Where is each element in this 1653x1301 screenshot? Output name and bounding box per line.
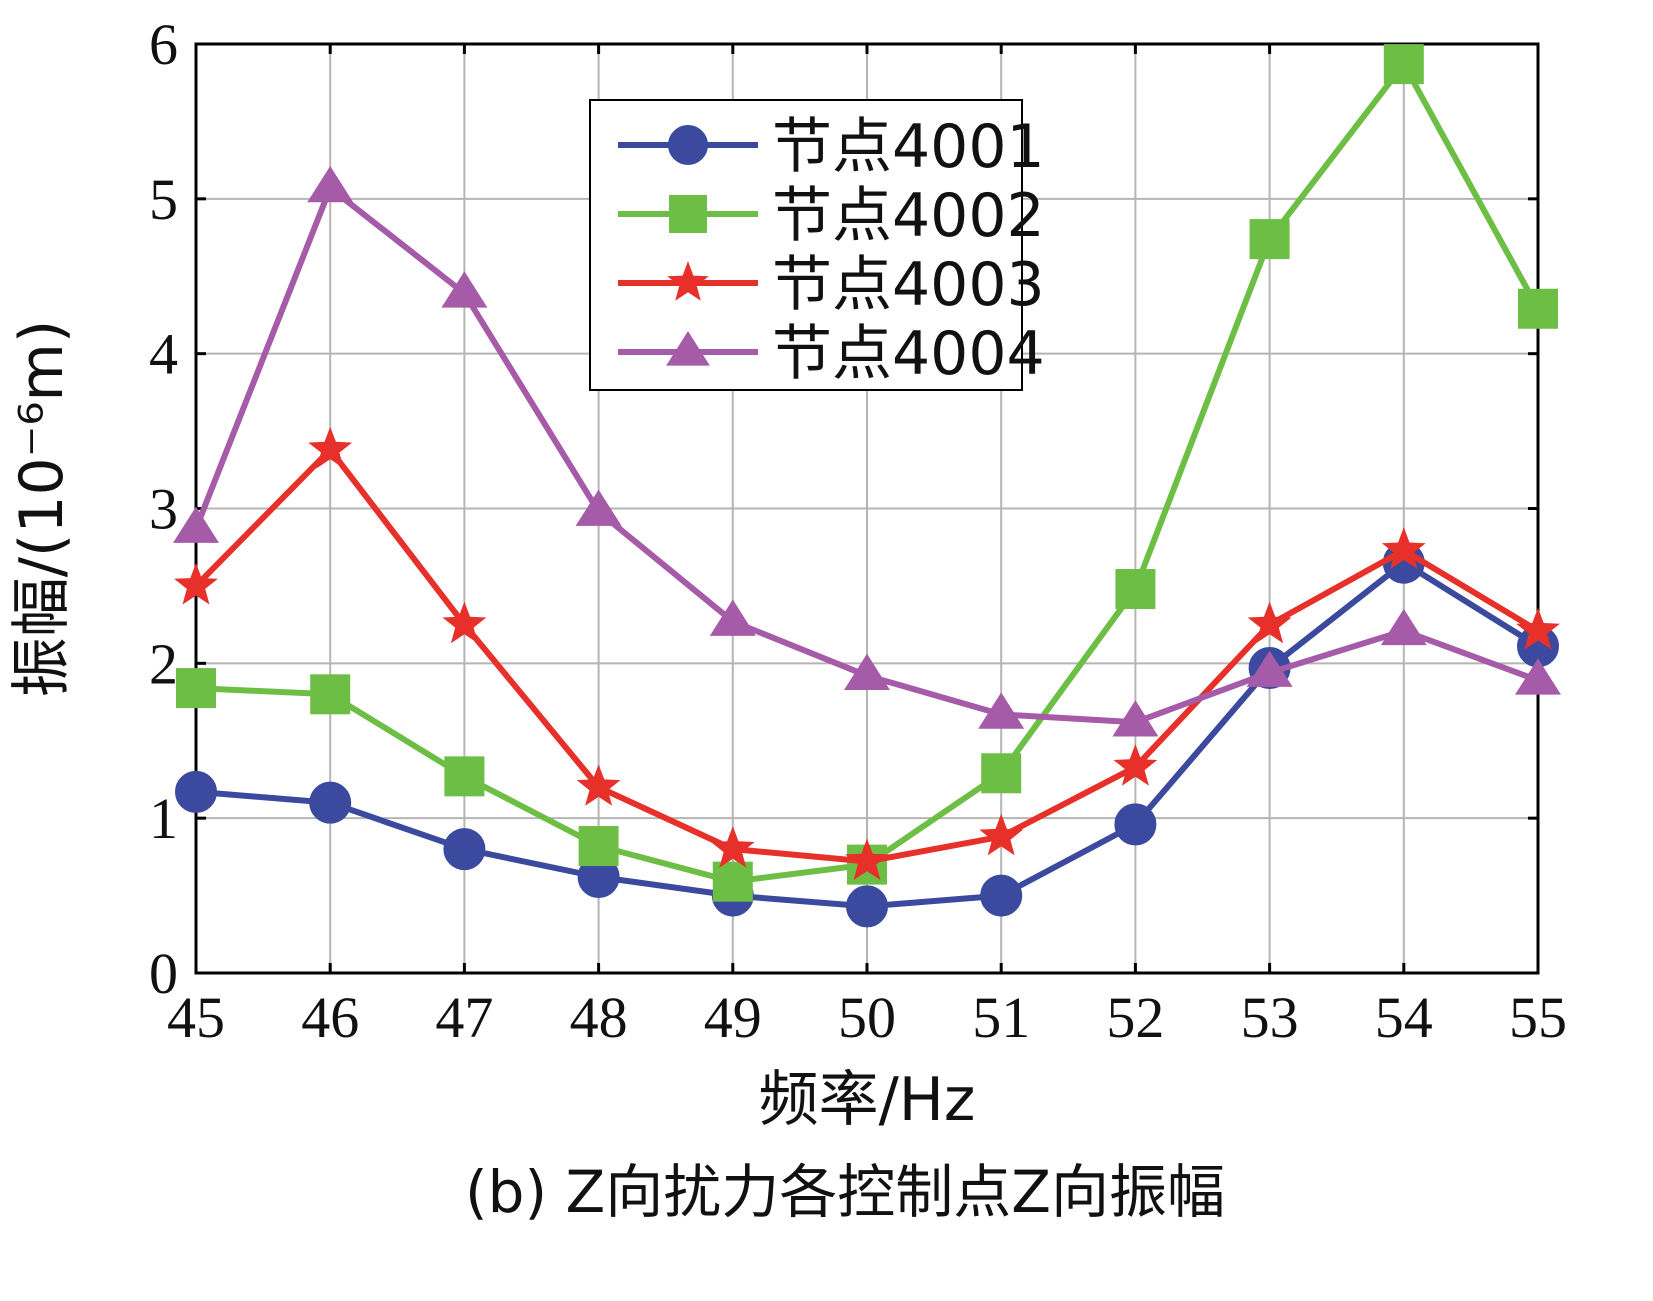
data-point	[1113, 744, 1158, 786]
legend-label: 节点4001	[772, 112, 1045, 182]
x-axis-title: 频率/Hz	[759, 1065, 976, 1135]
data-point	[980, 874, 1023, 917]
data-point	[576, 764, 621, 806]
data-point	[979, 813, 1024, 856]
x-tick-label: 48	[570, 985, 628, 1050]
y-tick-label: 0	[149, 941, 178, 1006]
legend-entry: 节点4004	[618, 319, 1045, 389]
data-point	[667, 261, 709, 301]
data-point	[307, 165, 354, 203]
x-tick-label: 50	[838, 985, 896, 1050]
data-point	[173, 506, 219, 543]
series-layer	[173, 44, 1561, 928]
data-point	[578, 826, 619, 867]
data-point	[1516, 607, 1560, 650]
data-point	[1247, 601, 1292, 644]
series-star	[174, 426, 1560, 881]
y-axis-title: 振幅/(10⁻⁶m)	[7, 320, 77, 698]
data-point	[668, 125, 708, 165]
x-tick-label: 49	[704, 985, 762, 1050]
legend-entry: 节点4001	[618, 112, 1045, 182]
y-tick-label: 6	[149, 12, 178, 77]
data-point	[1112, 700, 1159, 737]
x-tick-label: 52	[1106, 985, 1164, 1050]
data-point	[709, 599, 756, 636]
legend-box	[589, 99, 1023, 391]
data-point	[575, 489, 622, 526]
x-tick-label: 46	[301, 985, 359, 1050]
y-tick-label: 3	[149, 477, 178, 542]
legend-label: 节点4003	[772, 250, 1045, 320]
data-point	[1246, 650, 1293, 687]
data-point	[710, 826, 755, 868]
data-point	[712, 861, 753, 902]
y-tick-label: 5	[149, 167, 178, 232]
data-point	[1115, 569, 1156, 610]
data-point	[846, 885, 888, 928]
data-point	[176, 668, 216, 709]
x-tick-label: 47	[435, 985, 493, 1050]
data-point	[174, 562, 218, 605]
data-point	[442, 601, 487, 644]
series-triangle	[173, 165, 1561, 737]
data-point	[1518, 288, 1558, 329]
legend-entry: 节点4002	[618, 181, 1045, 251]
y-tick-label: 2	[149, 631, 178, 696]
figure-caption: (b) Z向扰力各控制点Z向振幅	[465, 1158, 1225, 1226]
series-square	[176, 44, 1558, 902]
x-tick-label: 54	[1375, 985, 1433, 1050]
y-tick-label: 4	[149, 322, 178, 387]
legend-label: 节点4004	[772, 319, 1045, 389]
legend-entry: 节点4003	[618, 250, 1045, 320]
data-point	[844, 653, 890, 691]
x-tick-label: 45	[167, 985, 225, 1050]
data-point	[669, 195, 707, 233]
data-point	[444, 756, 485, 797]
data-point	[978, 692, 1025, 729]
data-point	[309, 781, 352, 824]
data-point	[1381, 527, 1426, 569]
data-point	[845, 838, 889, 881]
data-point	[1380, 608, 1427, 646]
y-tick-label: 1	[149, 786, 178, 851]
x-tick-label: 53	[1241, 985, 1299, 1050]
data-point	[443, 828, 486, 871]
data-point	[1249, 219, 1290, 260]
data-point	[175, 770, 217, 813]
legend-label: 节点4002	[772, 181, 1045, 251]
data-point	[981, 753, 1022, 794]
data-point	[310, 674, 351, 715]
x-tick-label: 51	[972, 985, 1030, 1050]
data-point	[1515, 658, 1561, 695]
x-tick-label: 55	[1509, 985, 1567, 1050]
data-point	[666, 331, 710, 366]
data-point	[308, 426, 353, 469]
data-point	[1114, 803, 1157, 846]
data-point	[441, 271, 488, 308]
data-point	[1383, 44, 1424, 85]
